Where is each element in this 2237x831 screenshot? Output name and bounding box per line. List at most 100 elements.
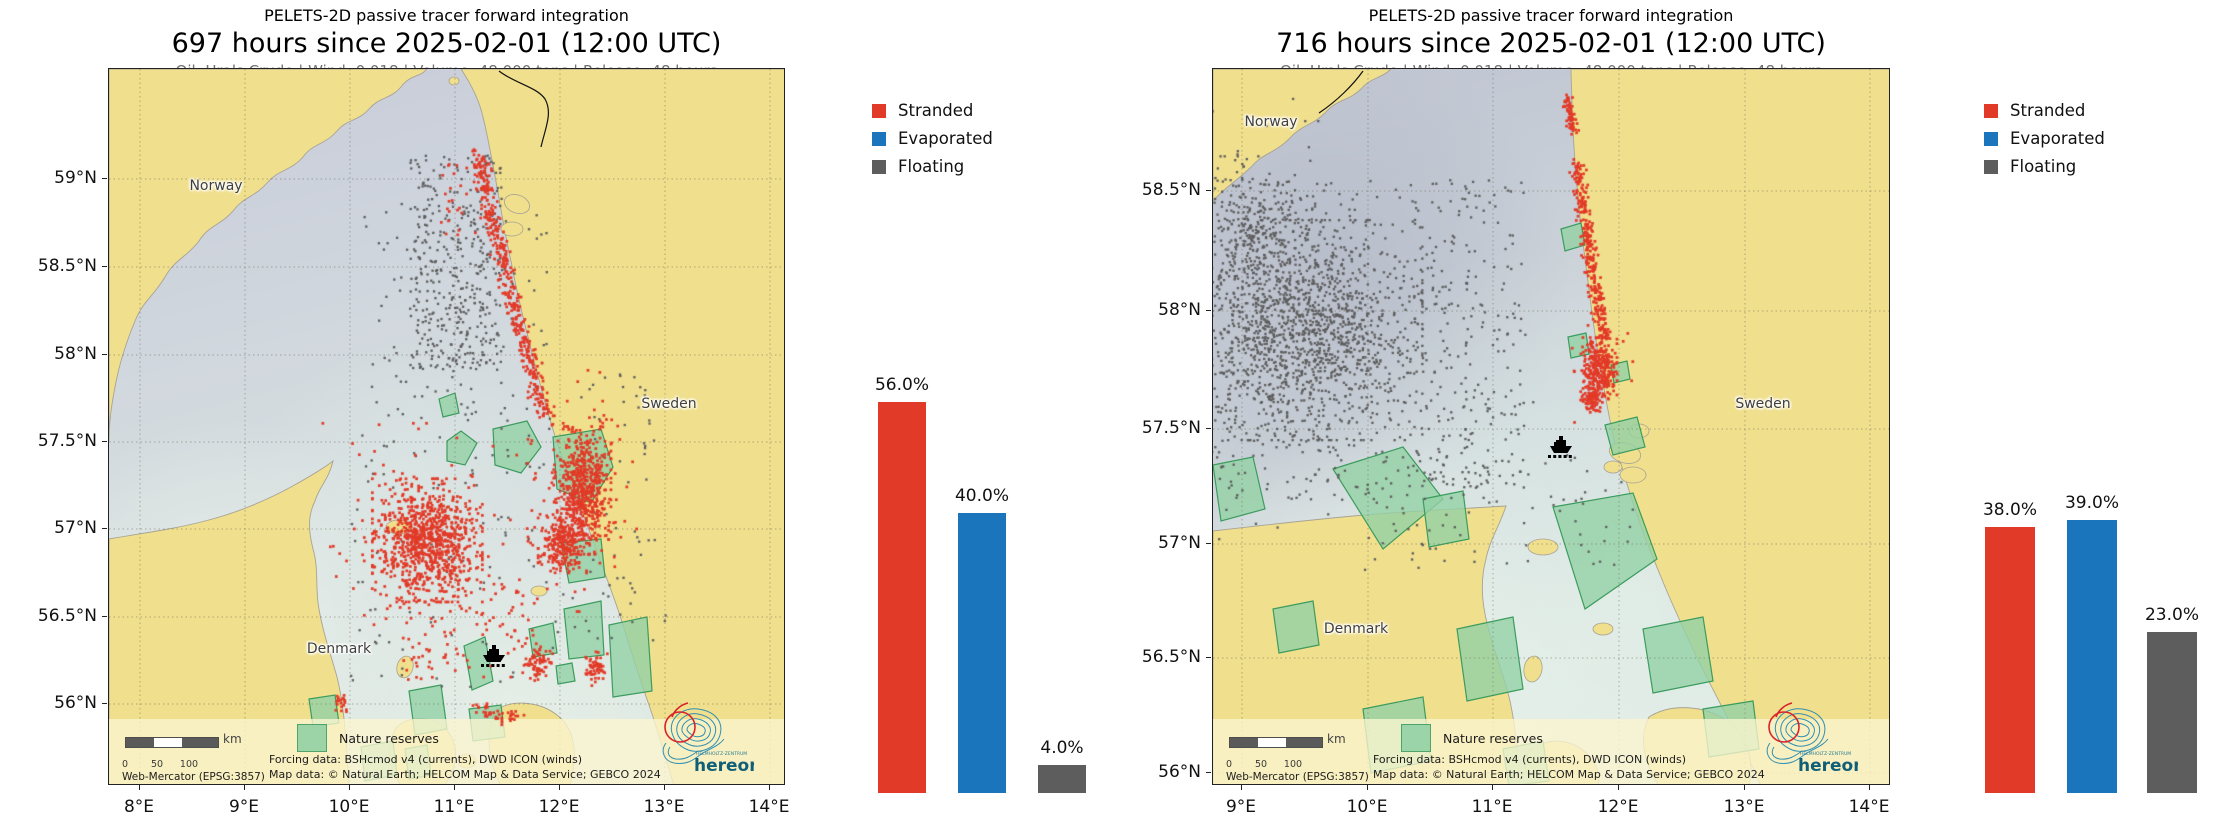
legend-label: Evaporated <box>898 129 993 148</box>
country-label-norway: Norway <box>189 178 243 194</box>
map-geography <box>1213 69 1889 784</box>
map-geography <box>109 69 784 784</box>
nature-reserve-polygon <box>1567 332 1590 359</box>
stranded-bar-value: 56.0% <box>874 375 930 395</box>
scale-bar <box>125 737 219 748</box>
x-tick-mark <box>559 785 561 790</box>
nature-reserve-polygon <box>1422 490 1470 548</box>
panel-left-title: 697 hours since 2025-02-01 (12:00 UTC) <box>171 28 722 59</box>
y-tick-mark <box>102 354 107 356</box>
x-tick-label: 14°E <box>1848 797 1890 817</box>
country-label-norway: Norway <box>1244 114 1298 130</box>
legend-label: Stranded <box>2010 101 2086 120</box>
x-tick-mark <box>664 785 666 790</box>
legend-item-evaporated: Evaporated <box>872 129 993 148</box>
country-label-sweden: Sweden <box>1735 396 1791 412</box>
hereon-logo-brand: hereon <box>1798 756 1858 776</box>
x-tick-label: 14°E <box>748 797 790 817</box>
stranded-bar-value: 38.0% <box>1982 500 2038 520</box>
hereon-logo: HELMHOLTZ-ZENTRUMhereon <box>654 695 761 784</box>
floating-bar <box>1038 765 1086 793</box>
y-tick-label: 57°N <box>1158 533 1201 553</box>
y-tick-mark <box>1206 428 1211 430</box>
y-tick-mark <box>102 266 107 268</box>
legend-swatch-evaporated <box>872 131 886 146</box>
nature-reserve-polygon <box>528 622 558 658</box>
scale-bar-tick: 50 <box>1254 759 1268 770</box>
floating-bar <box>2147 632 2197 793</box>
x-tick-label: 13°E <box>1723 797 1765 817</box>
y-tick-label: 58°N <box>54 344 97 364</box>
y-tick-mark <box>102 703 107 705</box>
nature-reserve-polygon <box>560 538 606 584</box>
legend-item-stranded: Stranded <box>1984 101 2105 120</box>
evaporated-bar <box>2067 520 2117 793</box>
hereon-logo: HELMHOLTZ-ZENTRUMhereon <box>1758 695 1865 784</box>
legend-label: Evaporated <box>2010 129 2105 148</box>
legend-right: Stranded Evaporated Floating <box>1984 101 2105 176</box>
evaporated-bar <box>958 513 1006 793</box>
legend-swatch-floating <box>872 159 886 174</box>
panel-right-title: 716 hours since 2025-02-01 (12:00 UTC) <box>1276 28 1826 59</box>
nature-reserves-label: Nature reserves <box>1443 731 1543 746</box>
y-tick-label: 59°N <box>54 168 97 188</box>
y-tick-label: 57.5°N <box>1141 418 1201 438</box>
nature-reserve-polygon <box>1610 360 1631 384</box>
x-tick-label: 8°E <box>123 797 155 817</box>
x-tick-mark <box>454 785 456 790</box>
y-tick-mark <box>102 178 107 180</box>
legend-left: Stranded Evaporated Floating <box>872 101 993 176</box>
panel-left-suptitle: PELETS-2D passive tracer forward integra… <box>264 6 629 25</box>
y-tick-mark <box>1206 543 1211 545</box>
map-data-credit: Map data: © Natural Earth; HELCOM Map & … <box>1373 768 1765 781</box>
ship-icon <box>1546 433 1576 463</box>
x-tick-label: 11°E <box>433 797 475 817</box>
country-label-sweden: Sweden <box>641 396 697 412</box>
y-tick-label: 56.5°N <box>37 606 97 626</box>
hereon-logo-org: HELMHOLTZ-ZENTRUM <box>1800 751 1851 757</box>
nature-reserve-polygon <box>1642 616 1714 694</box>
floating-bar-value: 23.0% <box>2144 605 2200 625</box>
y-tick-mark <box>102 441 107 443</box>
x-tick-mark <box>139 785 141 790</box>
x-tick-label: 9°E <box>1225 797 1257 817</box>
legend-item-stranded: Stranded <box>872 101 993 120</box>
legend-item-floating: Floating <box>1984 157 2105 176</box>
y-tick-mark <box>1206 772 1211 774</box>
y-tick-label: 57.5°N <box>37 431 97 451</box>
y-tick-label: 57°N <box>54 518 97 538</box>
nature-reserves-swatch <box>297 724 327 752</box>
x-tick-mark <box>1492 785 1494 790</box>
map-right: Norway Sweden Denmark km 0 50 100 Web-Mercator … <box>1212 68 1890 785</box>
floating-bar-value: 4.0% <box>1040 738 1084 758</box>
nature-reserve-polygon <box>1272 600 1320 654</box>
ship-icon <box>479 642 509 672</box>
x-tick-label: 12°E <box>538 797 580 817</box>
nature-reserve-polygon <box>555 662 576 685</box>
y-tick-mark <box>102 528 107 530</box>
scale-bar <box>1229 737 1323 748</box>
country-label-denmark: Denmark <box>1323 621 1389 637</box>
nature-reserve-polygon <box>563 600 605 660</box>
legend-item-evaporated: Evaporated <box>1984 129 2105 148</box>
evaporated-bar-value: 39.0% <box>2064 493 2120 513</box>
panel-right-suptitle: PELETS-2D passive tracer forward integra… <box>1368 6 1734 25</box>
legend-label: Stranded <box>898 101 974 120</box>
y-tick-label: 58.5°N <box>37 256 97 276</box>
legend-label: Floating <box>2010 157 2077 176</box>
y-tick-mark <box>1206 310 1211 312</box>
nature-reserves-swatch <box>1401 724 1431 752</box>
scale-bar-tick: 100 <box>179 759 199 770</box>
scale-bar-tick: 100 <box>1283 759 1303 770</box>
legend-item-floating: Floating <box>872 157 993 176</box>
evaporated-bar-value: 40.0% <box>954 486 1010 506</box>
x-tick-mark <box>769 785 771 790</box>
y-tick-label: 56°N <box>1158 762 1201 782</box>
map-left: Norway Sweden Denmark km 0 50 100 Web-Mercator … <box>108 68 785 785</box>
nature-reserve-polygon <box>1456 616 1524 702</box>
y-tick-label: 58.5°N <box>1141 180 1201 200</box>
legend-swatch-evaporated <box>1984 131 1998 146</box>
y-tick-mark <box>102 616 107 618</box>
y-tick-mark <box>1206 657 1211 659</box>
x-tick-label: 9°E <box>228 797 260 817</box>
